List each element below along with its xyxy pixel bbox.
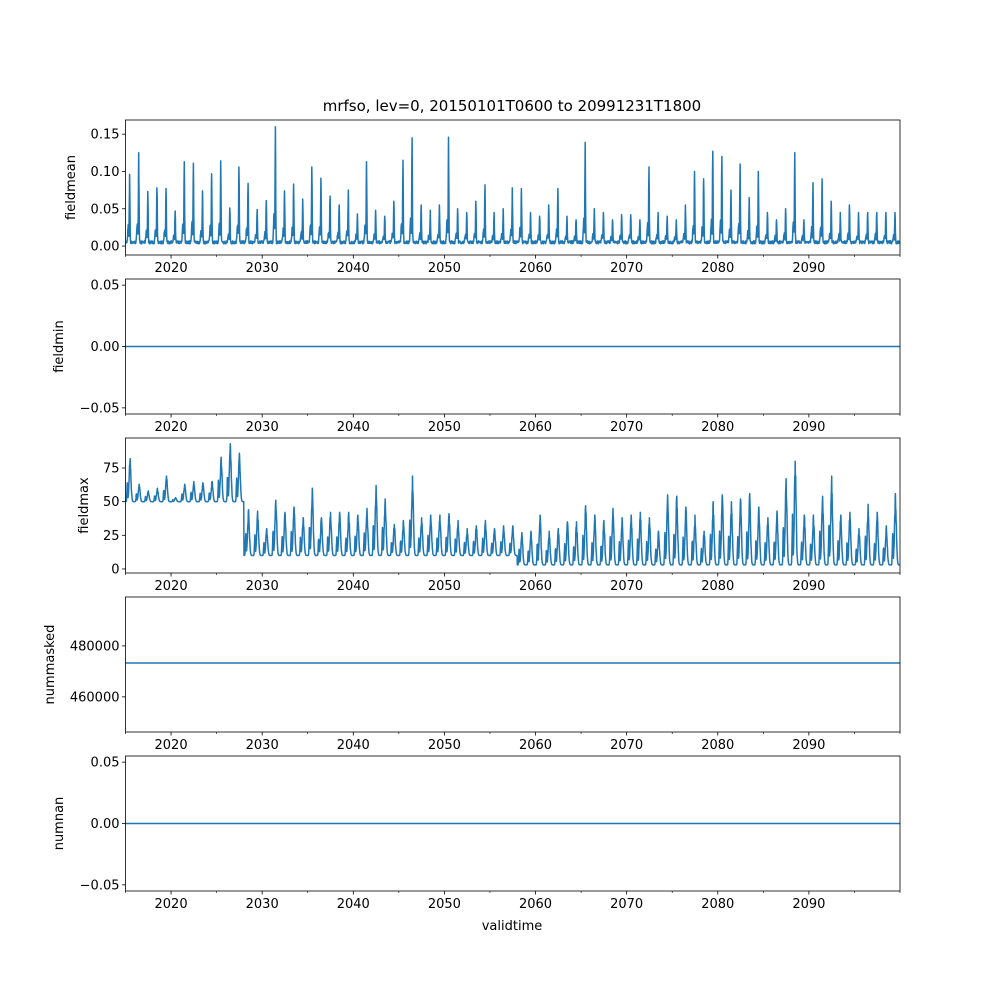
- x-tick-label: 2070: [610, 579, 643, 594]
- x-tick-label: 2050: [428, 738, 461, 753]
- x-tick-label: 2080: [701, 261, 734, 276]
- chart-title: mrfso, lev=0, 20150101T0600 to 20991231T…: [323, 97, 701, 115]
- x-tick-label: 2050: [428, 897, 461, 912]
- y-tick-label: 0.00: [91, 817, 120, 832]
- x-axis-label: validtime: [482, 919, 543, 934]
- x-tick-label: 2060: [519, 738, 552, 753]
- y-tick-label: 0.05: [91, 756, 120, 771]
- x-tick-label: 2020: [155, 420, 188, 435]
- y-tick-label: 0.15: [91, 128, 120, 143]
- panel-fieldmean: 2020 2030 2040 2050 2060 2070 2080 2090 0.00 0.05…: [64, 119, 901, 276]
- y-axis-label: numnan: [52, 797, 67, 851]
- x-tick-label: 2020: [155, 738, 188, 753]
- x-tick-label: 2030: [246, 579, 279, 594]
- y-tick-label: 50: [103, 495, 120, 510]
- y-tick-label: 25: [103, 529, 120, 544]
- x-tick-label: 2030: [246, 420, 279, 435]
- x-tick-label: 2090: [792, 261, 825, 276]
- x-tick-label: 2080: [701, 897, 734, 912]
- y-tick-label: 460000: [70, 690, 120, 705]
- x-tick-label: 2040: [337, 261, 370, 276]
- y-tick-label: 0.10: [91, 165, 120, 180]
- axes-frame: [125, 437, 901, 574]
- x-tick-label: 2090: [792, 420, 825, 435]
- y-tick-label: 0.00: [91, 240, 120, 255]
- x-tick-label: 2070: [610, 738, 643, 753]
- panel-fieldmin: 2020 2030 2040 2050 2060 2070 2080 2090 −0.05 0.0…: [52, 278, 901, 435]
- panel-numnan: 2020 2030 2040 2050 2060 2070 2080 2090 −0.05 0.0…: [52, 755, 901, 912]
- fieldmax-series-line: [125, 443, 900, 566]
- x-tick-label: 2070: [610, 420, 643, 435]
- x-tick-label: 2050: [428, 261, 461, 276]
- x-tick-label: 2030: [246, 738, 279, 753]
- x-tick-label: 2040: [337, 897, 370, 912]
- x-tick-label: 2030: [246, 261, 279, 276]
- x-tick-label: 2060: [519, 897, 552, 912]
- y-tick-label: 480000: [70, 639, 120, 654]
- panel-fieldmax: 2020 2030 2040 2050 2060 2070 2080 2090 0 25 50 75 f…: [77, 437, 901, 594]
- x-tick-label: 2040: [337, 579, 370, 594]
- y-tick-label: −0.05: [80, 878, 120, 893]
- x-tick-label: 2070: [610, 261, 643, 276]
- x-tick-label: 2020: [155, 579, 188, 594]
- x-tick-label: 2060: [519, 420, 552, 435]
- x-tick-label: 2020: [155, 897, 188, 912]
- x-tick-label: 2040: [337, 420, 370, 435]
- y-axis-label: fieldmax: [77, 477, 92, 534]
- y-axis-label: fieldmean: [64, 155, 79, 220]
- y-tick-label: 0.05: [91, 202, 120, 217]
- y-tick-label: 0.00: [91, 340, 120, 355]
- x-tick-label: 2050: [428, 579, 461, 594]
- y-tick-label: 0.05: [91, 279, 120, 294]
- y-axis-label: nummasked: [43, 625, 58, 705]
- panel-nummasked: 2020 2030 2040 2050 2060 2070 2080 2090 460000 48…: [43, 596, 901, 753]
- x-tick-label: 2060: [519, 261, 552, 276]
- x-tick-label: 2020: [155, 261, 188, 276]
- axes-frame: [125, 119, 901, 256]
- x-tick-label: 2090: [792, 738, 825, 753]
- x-tick-label: 2070: [610, 897, 643, 912]
- y-tick-label: 75: [103, 462, 120, 477]
- x-tick-label: 2050: [428, 420, 461, 435]
- x-tick-label: 2080: [701, 420, 734, 435]
- axes-frame: [125, 596, 901, 733]
- y-axis-label: fieldmin: [52, 320, 67, 373]
- fieldmean-series-line: [125, 125, 900, 245]
- y-tick-label: 0: [111, 562, 119, 577]
- x-tick-label: 2040: [337, 738, 370, 753]
- y-tick-label: −0.05: [80, 401, 120, 416]
- x-tick-label: 2080: [701, 738, 734, 753]
- x-tick-label: 2030: [246, 897, 279, 912]
- x-tick-label: 2090: [792, 897, 825, 912]
- x-tick-label: 2060: [519, 579, 552, 594]
- x-tick-label: 2080: [701, 579, 734, 594]
- x-tick-label: 2090: [792, 579, 825, 594]
